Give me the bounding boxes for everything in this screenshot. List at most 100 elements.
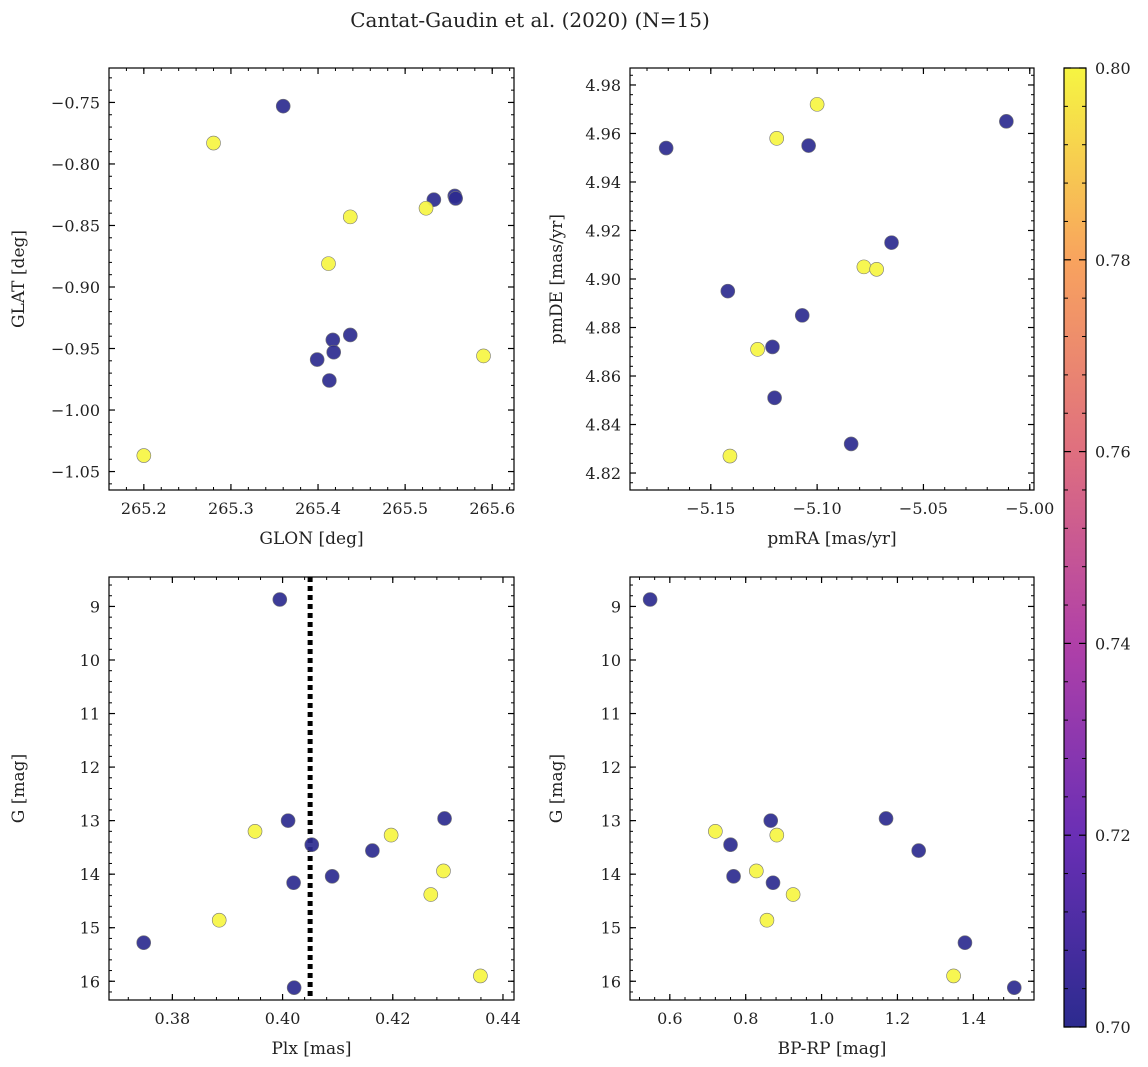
scatter-point xyxy=(418,200,434,216)
colorbar-tick-label: 0.70 xyxy=(1095,1018,1131,1037)
scatter-point xyxy=(136,935,152,951)
scatter-point xyxy=(878,811,894,826)
x-tick-label: −5.05 xyxy=(899,499,948,518)
y-tick-label: 9 xyxy=(90,597,100,616)
y-tick-label: −0.80 xyxy=(51,155,100,174)
x-tick-label: 265.4 xyxy=(295,499,341,518)
panel-plx-g: 0.38 0.40 0.42 0.44 9 10 11 12 13 14 15 16 Plx [mas]… xyxy=(9,576,521,1059)
scatter-point xyxy=(794,308,810,323)
y-tick-label: 12 xyxy=(80,758,100,777)
scatter-point xyxy=(211,912,227,928)
scatter-point xyxy=(869,261,884,277)
scatter-point xyxy=(476,348,491,364)
scatter-point xyxy=(275,98,291,114)
scatter-point xyxy=(286,980,302,995)
scatter-point xyxy=(801,138,816,153)
colorbar-tick-label: 0.74 xyxy=(1095,634,1131,653)
scatter-point xyxy=(642,592,658,607)
scatter-point xyxy=(765,875,781,891)
y-tick-label: −1.05 xyxy=(51,463,100,482)
x-tick-label: 0.6 xyxy=(657,1009,682,1028)
scatter-point xyxy=(957,935,973,951)
figure-title: Cantat-Gaudin et al. (2020) (N=15) xyxy=(350,8,710,32)
scatter-point xyxy=(911,843,926,858)
axes-frame xyxy=(629,576,1035,1001)
x-tick-label: 0.44 xyxy=(485,1009,521,1028)
scatter-point xyxy=(304,837,320,853)
y-axis-label: GLAT [deg] xyxy=(9,230,29,328)
x-tick-label: 0.38 xyxy=(155,1009,191,1028)
scatter-point xyxy=(280,813,296,828)
scatter-point xyxy=(448,191,463,206)
scatter-point xyxy=(342,209,358,225)
scatter-point xyxy=(365,843,380,858)
y-tick-label: 11 xyxy=(601,705,621,724)
x-axis-label: BP-RP [mag] xyxy=(778,1039,887,1059)
panel-bprp-g: 0.6 0.8 1.0 1.2 1.4 9 10 11 12 13 14 15 16 BP-RP [mag… xyxy=(547,576,1035,1059)
scatter-point xyxy=(309,352,325,367)
y-tick-label: 13 xyxy=(80,812,100,831)
scatter-point xyxy=(383,827,399,843)
y-tick-label: 14 xyxy=(80,865,100,884)
scatter-point xyxy=(843,436,859,452)
panel-glon-glat: 265.2 265.3 265.4 265.5 265.6 −0.75 −0.80 −0.85… xyxy=(9,67,515,549)
x-tick-label: 1.0 xyxy=(809,1009,834,1028)
x-tick-label: 265.3 xyxy=(208,499,254,518)
x-tick-label: 0.8 xyxy=(733,1009,758,1028)
scatter-point xyxy=(272,592,288,607)
scatter-point xyxy=(750,342,765,357)
scatter-point xyxy=(769,827,785,843)
x-tick-label: 265.6 xyxy=(469,499,515,518)
y-axis-label: G [mag] xyxy=(547,754,567,823)
colorbar-tick-label: 0.78 xyxy=(1095,251,1131,270)
scatter-point xyxy=(767,390,782,406)
y-tick-label: 11 xyxy=(80,705,100,724)
scatter-point xyxy=(286,875,301,891)
scatter-point xyxy=(749,863,764,879)
scatter-point xyxy=(1006,980,1022,995)
x-axis-label: pmRA [mas/yr] xyxy=(767,529,896,549)
y-tick-label: −0.85 xyxy=(51,216,100,235)
y-tick-label: 4.82 xyxy=(585,464,621,483)
y-tick-label: 16 xyxy=(601,972,621,991)
scatter-point xyxy=(765,339,780,355)
colorbar-tick-label: 0.80 xyxy=(1095,59,1131,78)
y-tick-label: 4.98 xyxy=(585,76,621,95)
panel-pmra-pmde: −5.15 −5.10 −5.05 −5.00 4.98 4.96 4.94 4.92 4.90… xyxy=(547,67,1054,549)
scatter-point xyxy=(658,140,674,156)
scatter-point xyxy=(247,824,263,839)
y-tick-label: 4.86 xyxy=(585,367,621,386)
y-tick-label: 15 xyxy=(601,919,621,938)
scatter-point xyxy=(326,344,342,360)
y-tick-label: −0.75 xyxy=(51,93,100,112)
x-tick-label: 0.40 xyxy=(265,1009,301,1028)
scatter-point xyxy=(473,968,488,984)
y-tick-label: 4.84 xyxy=(585,416,621,435)
scatter-point xyxy=(759,912,775,928)
colorbar-tick-label: 0.76 xyxy=(1095,443,1131,462)
y-tick-label: 13 xyxy=(601,812,621,831)
scatter-point xyxy=(856,259,872,275)
y-tick-label: 10 xyxy=(80,651,100,670)
colorbar-gradient xyxy=(1063,67,1087,1028)
scatter-point xyxy=(437,811,452,826)
x-axis-label: Plx [mas] xyxy=(271,1039,351,1059)
scatter-point xyxy=(785,887,801,902)
x-tick-label: 265.5 xyxy=(382,499,428,518)
axes-frame xyxy=(108,67,515,491)
y-tick-label: 12 xyxy=(601,758,621,777)
y-tick-label: −1.00 xyxy=(51,401,100,420)
scatter-point xyxy=(325,332,341,348)
scatter-point xyxy=(321,256,336,271)
y-tick-label: 16 xyxy=(80,972,100,991)
y-tick-label: 4.96 xyxy=(585,124,621,143)
y-tick-label: 14 xyxy=(601,865,621,884)
y-tick-label: 4.92 xyxy=(585,221,621,240)
scatter-point xyxy=(884,235,899,250)
scatter-point xyxy=(324,869,340,884)
y-tick-label: 10 xyxy=(601,651,621,670)
scatter-point xyxy=(722,448,738,464)
y-tick-label: 15 xyxy=(80,919,100,938)
y-tick-label: 9 xyxy=(611,597,621,616)
x-tick-label: −5.00 xyxy=(1005,499,1054,518)
